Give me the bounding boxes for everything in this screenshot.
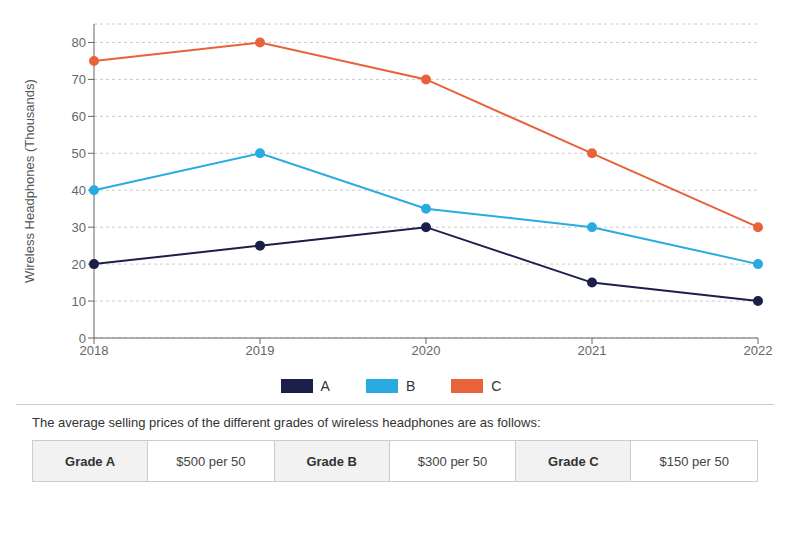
svg-text:20: 20 [72,257,86,272]
html-text:$500 per 50: $500 per 50 [176,453,246,469]
html-text:$300 per 50: $300 per 50 [417,453,488,469]
svg-text:2022: 2022 [744,343,773,358]
svg-text:60: 60 [72,109,86,124]
html-text:Grade C: Grade C [548,453,599,469]
html-text:C: C [491,378,502,394]
html-text:A: A [320,378,330,394]
html-text:Grade A: Grade A [65,453,116,469]
svg-text:10: 10 [72,294,86,309]
html-text:$150 per 50: $150 per 50 [659,453,729,469]
svg-text:70: 70 [72,72,86,87]
svg-text:30: 30 [72,220,86,235]
svg-text:2019: 2019 [246,343,275,358]
svg-text:2021: 2021 [578,343,607,358]
html-text:Grade B: Grade B [306,453,357,469]
svg-text:Wireless Headphones (Thousands: Wireless Headphones (Thousands) [22,79,37,283]
html-text:The average selling prices of: The average selling prices of the differ… [32,415,541,430]
html-text:B: B [405,378,416,394]
svg-text:2020: 2020 [412,343,441,358]
svg-text:40: 40 [72,183,86,198]
svg-text:50: 50 [72,146,86,161]
svg-text:80: 80 [72,35,86,50]
svg-text:0: 0 [79,331,86,346]
svg-text:2018: 2018 [79,343,109,359]
